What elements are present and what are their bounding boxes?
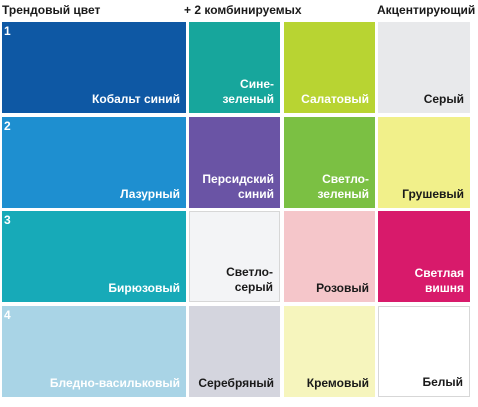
swatch-row-1-trend: Кобальт синий — [2, 22, 186, 113]
swatch-row-3-combo-2: Розовый — [284, 211, 375, 302]
swatch-label: Белый — [422, 375, 463, 389]
swatch-label: Грушевый — [402, 187, 464, 201]
header-combinable-colors: + 2 комбинируемых — [184, 3, 302, 17]
swatch-row-4-combo-1: Серебряный — [189, 306, 280, 397]
header-trend-color: Трендовый цвет — [2, 3, 101, 17]
swatch-label: зеленый — [317, 187, 370, 201]
swatch-label: вишня — [424, 281, 464, 295]
swatch-row-1-accent: Серый — [378, 22, 470, 113]
swatch-label: Кремовый — [306, 376, 369, 390]
row-number: 4 — [4, 308, 11, 322]
swatch-label: Персидский — [202, 172, 274, 186]
swatch-row-4-trend: Бледно-васильковый — [2, 306, 186, 397]
swatch-label: Лазурный — [120, 187, 180, 201]
swatch-row-2-accent: Грушевый — [378, 117, 470, 208]
swatch-row-4-combo-2: Кремовый — [284, 306, 375, 397]
swatch-label: Светлая — [414, 266, 464, 280]
row-number: 3 — [4, 213, 11, 227]
row-number: 1 — [4, 24, 11, 38]
swatch-label: синий — [237, 187, 274, 201]
swatch-label: Кобальт синий — [92, 92, 180, 106]
swatch-row-3-combo-1: Светло-серый — [189, 211, 280, 302]
swatch-label: Бирюзовый — [108, 281, 180, 295]
swatch-row-3-accent: Светлая вишня — [378, 211, 470, 302]
row-number: 2 — [4, 119, 11, 133]
swatch-row-3-trend: Бирюзовый — [2, 211, 186, 302]
swatch-row-1-combo-2: Салатовый — [284, 22, 375, 113]
swatch-row-4-accent: Белый — [378, 306, 470, 397]
swatch-row-2-combo-1: Персидский синий — [189, 117, 280, 208]
swatch-label: Светло-серый — [226, 265, 273, 294]
swatch-label: Серый — [423, 92, 464, 106]
swatch-label: Сине-зеленый — [222, 77, 275, 106]
swatch-row-2-trend: Лазурный — [2, 117, 186, 208]
swatch-label: Бледно-васильковый — [49, 376, 180, 390]
swatch-label: Розовый — [316, 281, 369, 295]
swatch-label: Серебряный — [198, 376, 274, 390]
swatch-label: Светло- — [322, 172, 369, 186]
swatch-row-1-combo-1: Сине-зеленый — [189, 22, 280, 113]
swatch-label: Салатовый — [301, 92, 369, 106]
header-accent-color: Акцентирующий — [377, 3, 476, 17]
swatch-row-2-combo-2: Светло-зеленый — [284, 117, 375, 208]
